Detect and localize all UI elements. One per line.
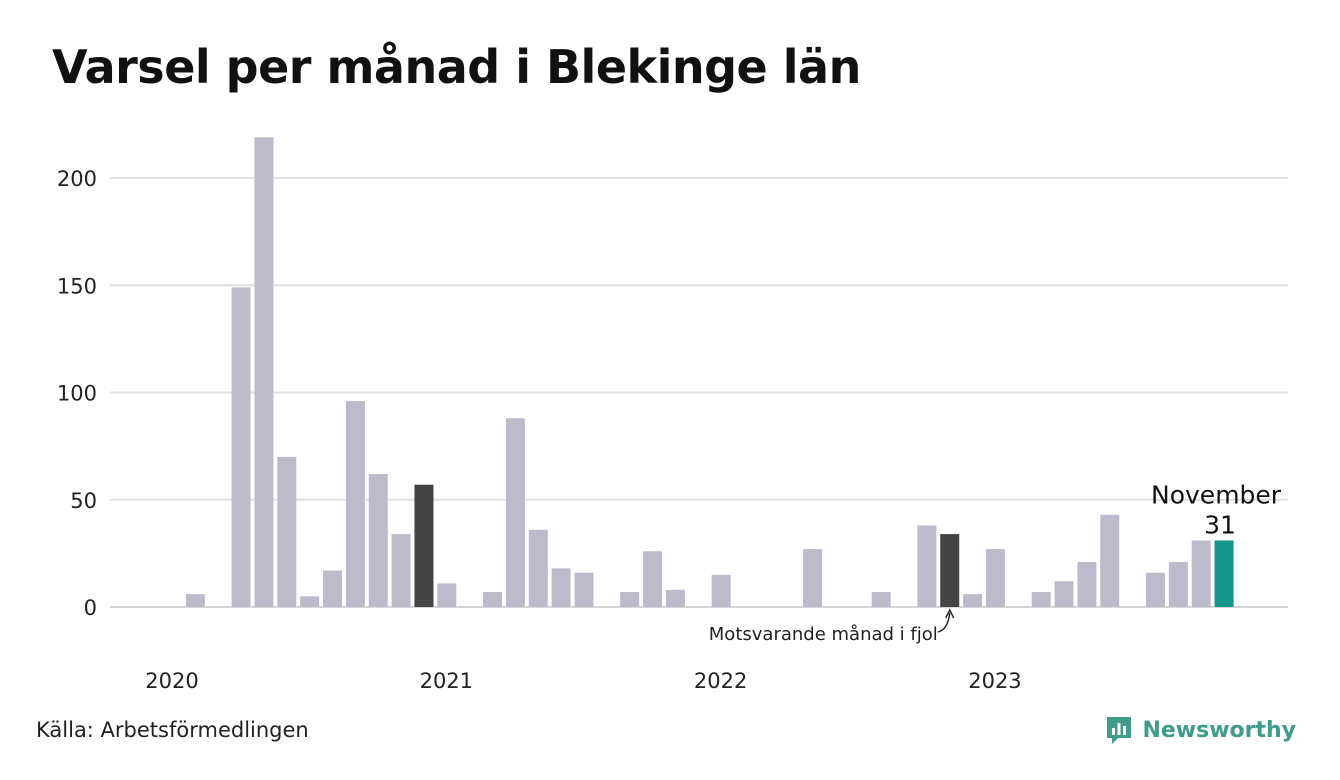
brand-name: Newsworthy [1142, 717, 1296, 743]
bar-6 [300, 596, 320, 607]
y-tick-label-200: 200 [57, 167, 97, 191]
bar-35 [963, 594, 983, 607]
bar-44 [1168, 561, 1188, 607]
bar-12 [437, 583, 457, 607]
highlight-month-label: November [1151, 481, 1282, 510]
y-axis: 0 50 100 150 200 [57, 167, 97, 620]
bar-45 [1191, 540, 1211, 607]
bar-22 [665, 589, 685, 607]
x-tick-label-2021: 2021 [420, 669, 473, 693]
bar-24 [711, 574, 731, 607]
bar-33 [917, 525, 937, 607]
bar-14 [483, 591, 503, 607]
brand-logo[interactable]: Newsworthy [1104, 714, 1296, 746]
bar-15 [505, 418, 525, 607]
y-tick-label-0: 0 [84, 596, 97, 620]
bar-9 [368, 474, 388, 607]
bar-38 [1031, 591, 1051, 607]
bar-17 [551, 568, 571, 607]
bar-8 [345, 401, 365, 607]
bar-36 [985, 549, 1005, 607]
bar-39 [1054, 581, 1074, 607]
bar-21 [643, 551, 663, 607]
chart-title: Varsel per månad i Blekinge län [52, 40, 861, 94]
bar-16 [528, 529, 548, 607]
bar-1 [185, 594, 205, 607]
bar-7 [323, 570, 343, 607]
bar-31 [871, 591, 891, 607]
x-axis: 2020 2021 2022 2023 [145, 669, 1021, 693]
bar-11 [414, 484, 434, 607]
bar-18 [574, 572, 594, 607]
bar-chart: 0 50 100 150 200 2020 2021 2022 2023 November31… [57, 137, 1288, 693]
x-tick-label-2023: 2023 [968, 669, 1021, 693]
highlight-value-label: 31 [1204, 511, 1236, 540]
bar-40 [1077, 561, 1097, 607]
bar-46 [1214, 540, 1234, 607]
bar-34 [940, 534, 960, 607]
x-tick-label-2020: 2020 [145, 669, 198, 693]
y-tick-label-150: 150 [57, 274, 97, 298]
bar-20 [620, 591, 640, 607]
bar-5 [277, 456, 297, 607]
source-text: Källa: Arbetsförmedlingen [36, 718, 309, 742]
bar-3 [231, 287, 251, 607]
y-tick-label-100: 100 [57, 382, 97, 406]
bar-41 [1100, 514, 1120, 607]
y-tick-label-50: 50 [70, 489, 97, 513]
x-tick-label-2022: 2022 [694, 669, 747, 693]
newsworthy-logo-icon [1107, 717, 1132, 744]
bars [185, 137, 1234, 607]
comparison-annotation: Motsvarande månad i fjol [709, 624, 938, 645]
bar-43 [1145, 572, 1165, 607]
annotation-arrow-head [945, 608, 955, 619]
bar-10 [391, 534, 411, 607]
annotation-arrow [937, 612, 951, 633]
bar-4 [254, 137, 274, 607]
bar-28 [803, 549, 823, 607]
